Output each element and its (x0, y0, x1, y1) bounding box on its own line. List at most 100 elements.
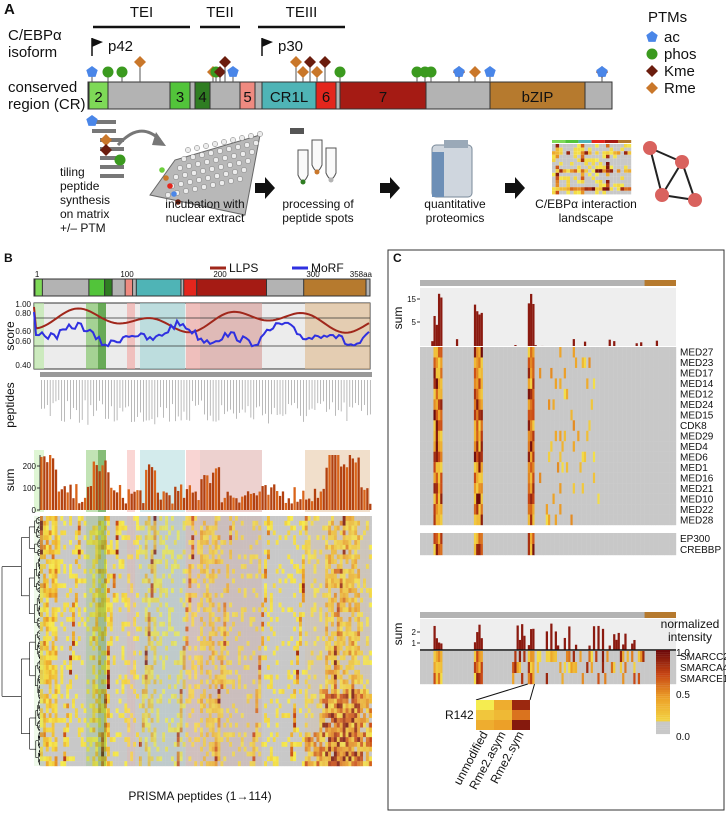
heat-cell (104, 631, 108, 637)
heat-cell (246, 616, 250, 622)
heat-cell (328, 583, 332, 589)
heat-cell (109, 684, 113, 690)
heat-cell (313, 588, 317, 594)
heat-cell (66, 559, 70, 565)
heat-cell (101, 578, 105, 584)
heat-cell (205, 665, 209, 671)
heat-cell (133, 641, 137, 647)
heat-cell (307, 583, 311, 589)
heat-cell (144, 535, 148, 541)
heat-cell (168, 650, 172, 656)
heat-cell (296, 650, 300, 656)
heat-cell (333, 645, 338, 651)
mini-cell (573, 187, 578, 191)
heat-cell (214, 669, 218, 675)
heat-cell (74, 549, 79, 555)
heat-cell (249, 540, 253, 546)
mini-cell (598, 151, 603, 155)
heat-cell (136, 689, 140, 695)
heat-cell (214, 674, 218, 680)
heat-cell (86, 650, 90, 656)
heat-cell (205, 559, 209, 565)
heat-cell (290, 674, 294, 680)
heat-cell (243, 631, 247, 637)
heat-cell (48, 564, 52, 570)
heat-cell (351, 602, 355, 608)
mini-cell (613, 158, 617, 162)
heat-cell (368, 655, 372, 661)
heat-cell (290, 631, 294, 637)
heat-cell (287, 578, 291, 584)
heat-cell (336, 621, 340, 627)
heat-cell (205, 530, 209, 536)
heat-cell (232, 540, 236, 546)
heat-cell (115, 607, 119, 613)
heat-cell (165, 583, 169, 589)
heat-cell (63, 568, 67, 574)
mini-cell (591, 144, 596, 148)
heat-cell (72, 592, 76, 598)
heat-cell (104, 660, 108, 666)
heat-cell (182, 602, 186, 608)
heat-cell (296, 645, 300, 651)
heat-cell (246, 564, 250, 570)
heat-cell (301, 520, 306, 526)
heat-cell (138, 554, 143, 560)
heat-cell (179, 655, 183, 661)
heat-cell (194, 588, 198, 594)
heat-cell (296, 612, 300, 618)
heat-cell (48, 588, 52, 594)
mini-cell (609, 169, 614, 173)
heat-cell (281, 679, 285, 685)
heat-cell (121, 568, 125, 574)
heat-cell (179, 621, 183, 627)
heat-cell (208, 544, 212, 550)
heat-cell (269, 573, 273, 579)
heat-cell (69, 674, 73, 680)
heat-cell (234, 674, 239, 680)
heat-cell (278, 540, 282, 546)
heat-cell (348, 573, 352, 579)
heat-cell (147, 626, 151, 632)
mini-cell (598, 187, 603, 191)
heat-cell (293, 621, 297, 627)
heat-cell (301, 612, 306, 618)
heat-cell (63, 549, 67, 555)
heat-cell (258, 578, 262, 584)
heat-cell (249, 525, 253, 531)
heat-cell (42, 607, 47, 613)
heat-cell (133, 612, 137, 618)
heat-cell (147, 655, 151, 661)
heat-cell (333, 626, 338, 632)
heat-cell (258, 544, 262, 550)
mini-cell (580, 169, 585, 173)
heat-cell (57, 665, 61, 671)
heat-cell (304, 568, 308, 574)
heat-cell (156, 516, 160, 522)
heat-cell (345, 655, 349, 661)
heat-cell (156, 578, 160, 584)
heat-cell (296, 564, 300, 570)
heat-cell (261, 612, 265, 618)
heat-cell (298, 592, 303, 598)
heat-cell (162, 597, 166, 603)
heat-cell (298, 544, 303, 550)
heat-cell (328, 525, 332, 531)
heat-cell (118, 641, 122, 647)
heat-cell (322, 535, 326, 541)
heat-cell (168, 631, 172, 637)
heat-cell (304, 612, 308, 618)
heat-cell (153, 607, 157, 613)
heat-cell (258, 583, 262, 589)
heat-cell (325, 684, 329, 690)
heat-cell (266, 655, 271, 661)
heat-cell (348, 645, 352, 651)
llps-line (33, 306, 370, 334)
heat-cell (57, 525, 61, 531)
heat-cell (188, 641, 192, 647)
heat-cell (322, 520, 326, 526)
heat-cell (63, 588, 67, 594)
heat-cell (278, 645, 282, 651)
heat-cell (272, 612, 276, 618)
heat-cell (69, 607, 73, 613)
